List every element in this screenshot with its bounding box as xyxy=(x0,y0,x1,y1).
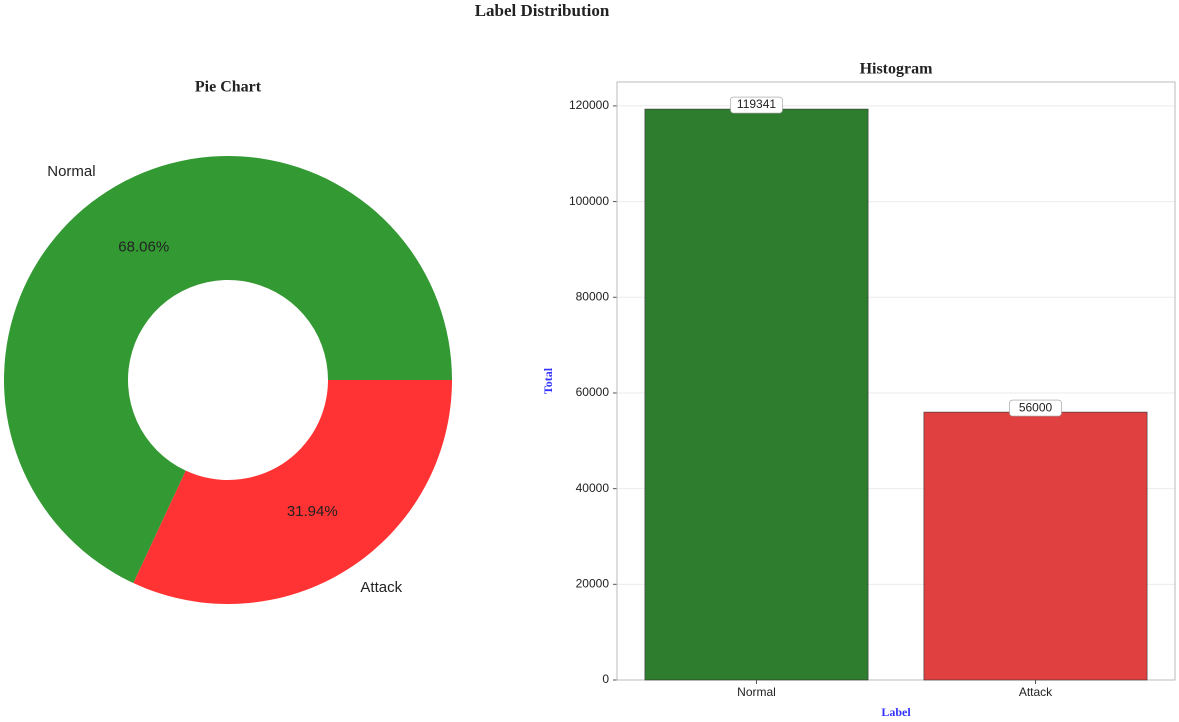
value-label-box xyxy=(730,96,783,114)
pie-value-label: 31.94% xyxy=(287,503,338,520)
pie-value-label: 68.06% xyxy=(118,239,169,256)
y-tick-label: 20000 xyxy=(576,576,610,590)
bar-title: Histogram xyxy=(860,61,934,78)
y-tick-label: 40000 xyxy=(576,481,610,495)
pie-label: Attack xyxy=(360,579,402,596)
plot-frame xyxy=(616,81,1176,681)
y-tick-label: 0 xyxy=(602,672,609,686)
y-tick-label: 60000 xyxy=(576,385,610,399)
pie-title: Pie Chart xyxy=(195,79,262,96)
figure-title: Label Distribution xyxy=(475,1,610,20)
x-tick-label: Normal xyxy=(737,685,776,699)
pie-label: Normal xyxy=(47,163,95,180)
x-tick-label: Attack xyxy=(1019,685,1053,699)
value-label: 56000 xyxy=(1019,400,1053,414)
value-label-box xyxy=(1009,399,1062,417)
pie-wedge xyxy=(4,156,453,584)
bar xyxy=(644,108,869,681)
value-label: 119341 xyxy=(737,97,776,111)
y-axis-label: Total xyxy=(541,367,555,394)
y-tick-label: 100000 xyxy=(569,194,609,208)
y-tick-label: 120000 xyxy=(569,98,609,112)
pie-wedge xyxy=(133,380,452,605)
y-tick-label: 80000 xyxy=(576,289,610,303)
bar xyxy=(923,411,1148,681)
x-axis-label: Label xyxy=(881,705,911,719)
